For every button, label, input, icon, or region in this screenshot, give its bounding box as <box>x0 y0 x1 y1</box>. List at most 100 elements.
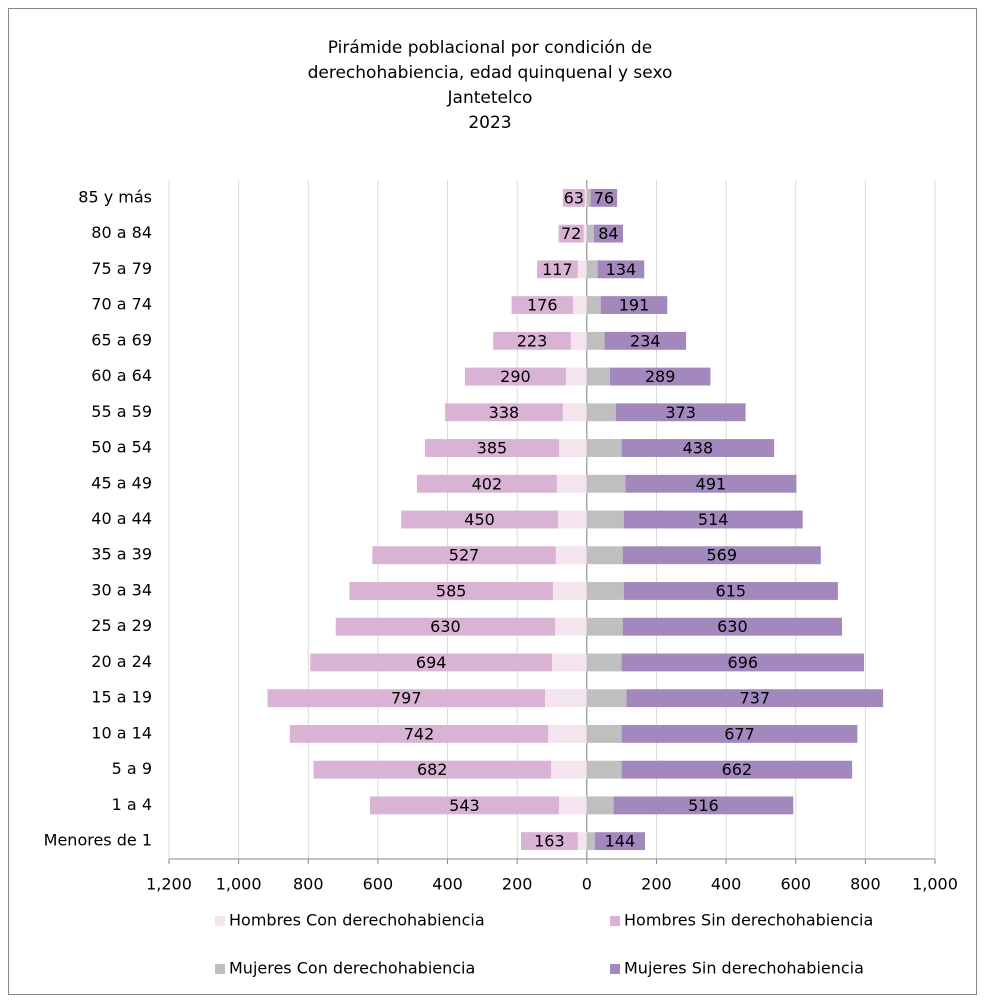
bar <box>586 296 601 315</box>
data-label: 385 <box>477 439 508 458</box>
bar <box>416 474 557 493</box>
bar <box>445 403 563 422</box>
data-label: 694 <box>416 653 447 672</box>
y-tick-label: 70 a 74 <box>91 295 152 314</box>
bar <box>586 367 610 386</box>
y-tick-label: 60 a 64 <box>91 366 152 385</box>
bar <box>577 260 587 279</box>
bar <box>586 760 622 779</box>
data-label: 527 <box>449 546 480 565</box>
bar <box>511 296 573 315</box>
bar <box>586 796 614 815</box>
chart-title: 2023 <box>468 113 511 133</box>
data-label: 514 <box>698 510 729 529</box>
bar <box>289 724 549 743</box>
data-label: 134 <box>606 260 637 279</box>
legend-swatch <box>215 964 225 974</box>
bar <box>565 367 587 386</box>
y-tick-label: 25 a 29 <box>91 616 152 635</box>
data-label: 117 <box>542 260 573 279</box>
data-label: 76 <box>594 188 614 207</box>
data-label: 630 <box>430 617 461 636</box>
bar <box>556 474 587 493</box>
bar <box>626 689 884 708</box>
data-label: 677 <box>724 724 755 743</box>
bar <box>622 546 821 565</box>
y-tick-label: 30 a 34 <box>91 580 152 599</box>
data-label: 742 <box>404 724 435 743</box>
bar <box>586 689 627 708</box>
data-label: 63 <box>564 188 584 207</box>
data-label: 84 <box>598 224 618 243</box>
bar <box>557 510 587 529</box>
bar <box>583 224 587 243</box>
bar <box>493 331 571 350</box>
bar <box>586 724 622 743</box>
y-tick-label: 35 a 39 <box>91 545 152 564</box>
x-tick-label: 1,000 <box>912 875 958 894</box>
data-label: 450 <box>464 510 495 529</box>
bar <box>615 403 746 422</box>
data-label: 491 <box>696 474 727 493</box>
data-label: 191 <box>619 296 650 315</box>
data-label: 223 <box>517 331 548 350</box>
bar <box>609 367 711 386</box>
bar <box>548 724 587 743</box>
x-tick-label: 1,000 <box>216 875 262 894</box>
data-label: 797 <box>391 689 422 708</box>
x-tick-label: 200 <box>641 875 672 894</box>
y-tick-label: 50 a 54 <box>91 438 152 457</box>
data-label: 516 <box>688 796 719 815</box>
legend-swatch <box>610 916 620 926</box>
data-label: 682 <box>417 760 448 779</box>
data-label: 569 <box>706 546 737 565</box>
y-tick-label: 15 a 19 <box>91 688 152 707</box>
chart-title: derechohabiencia, edad quinquenal y sexo <box>308 63 673 83</box>
bar <box>553 582 587 600</box>
bar <box>594 832 645 851</box>
bar <box>586 439 622 457</box>
bar <box>562 403 587 422</box>
bar <box>562 188 585 207</box>
data-label: 338 <box>489 403 520 422</box>
bar <box>349 582 554 600</box>
legend-swatch <box>215 916 225 926</box>
data-label: 662 <box>722 760 753 779</box>
bar <box>623 510 803 529</box>
bar <box>586 510 624 529</box>
bar <box>600 296 668 315</box>
chart-title: Jantetelco <box>447 88 533 108</box>
y-tick-label: 5 a 9 <box>112 759 152 778</box>
bar <box>552 653 587 672</box>
chart-frame <box>8 8 977 995</box>
x-tick-label: 800 <box>293 875 324 894</box>
y-tick-label: 40 a 44 <box>91 509 152 528</box>
bar <box>401 510 558 529</box>
bar <box>621 760 853 779</box>
data-label: 289 <box>645 367 676 386</box>
bar <box>586 188 591 207</box>
x-tick-label: 400 <box>711 875 742 894</box>
bar <box>586 224 594 243</box>
y-tick-label: Menores de 1 <box>44 831 152 850</box>
bar <box>621 653 864 672</box>
bar <box>572 296 587 315</box>
x-tick-label: 400 <box>432 875 463 894</box>
bar <box>550 760 587 779</box>
bar <box>464 367 566 386</box>
data-label: 290 <box>500 367 531 386</box>
bar <box>555 617 587 636</box>
data-label: 585 <box>436 581 467 600</box>
bar <box>590 188 618 207</box>
bar <box>558 224 584 243</box>
legend-label: Hombres Con derechohabiencia <box>229 911 485 930</box>
x-tick-label: 600 <box>780 875 811 894</box>
bar <box>593 224 624 243</box>
bar <box>372 546 556 565</box>
bar <box>622 617 843 636</box>
y-tick-label: 10 a 14 <box>91 723 152 742</box>
bar <box>586 582 624 600</box>
y-tick-label: 80 a 84 <box>91 223 152 242</box>
data-label: 234 <box>630 331 661 350</box>
x-tick-label: 200 <box>502 875 533 894</box>
